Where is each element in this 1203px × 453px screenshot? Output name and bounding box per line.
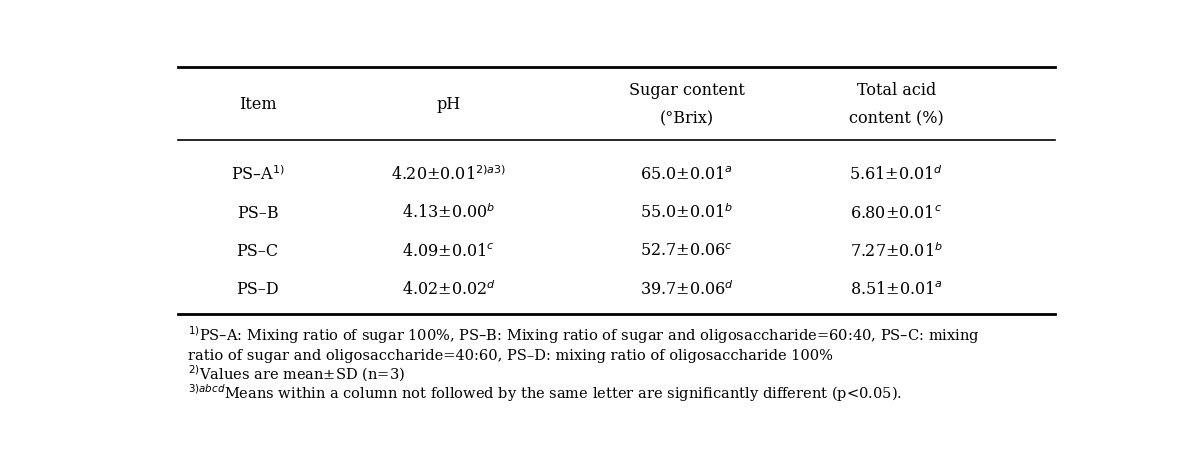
Text: 5.61±0.01$^{d}$: 5.61±0.01$^{d}$	[849, 165, 943, 184]
Text: 7.27±0.01$^{b}$: 7.27±0.01$^{b}$	[849, 242, 943, 261]
Text: $^{1)}$PS–A: Mixing ratio of sugar 100%, PS–B: Mixing ratio of sugar and oligosa: $^{1)}$PS–A: Mixing ratio of sugar 100%,…	[188, 324, 979, 346]
Text: Item: Item	[238, 96, 277, 113]
Text: 4.02±0.02$^{d}$: 4.02±0.02$^{d}$	[402, 280, 496, 299]
Text: Total acid: Total acid	[857, 82, 936, 100]
Text: 4.09±0.01$^{c}$: 4.09±0.01$^{c}$	[402, 243, 496, 260]
Text: PS–A$^{1)}$: PS–A$^{1)}$	[231, 165, 285, 184]
Text: content (%): content (%)	[849, 111, 943, 127]
Text: 65.0±0.01$^{a}$: 65.0±0.01$^{a}$	[640, 166, 733, 183]
Text: Sugar content: Sugar content	[628, 82, 745, 100]
Text: 4.20±0.01$^{2)a3)}$: 4.20±0.01$^{2)a3)}$	[391, 165, 506, 184]
Text: 52.7±0.06$^{c}$: 52.7±0.06$^{c}$	[640, 243, 733, 260]
Text: PS–C: PS–C	[237, 243, 279, 260]
Text: 8.51±0.01$^{a}$: 8.51±0.01$^{a}$	[849, 281, 943, 299]
Text: $^{2)}$Values are mean±SD (n=3): $^{2)}$Values are mean±SD (n=3)	[188, 364, 404, 385]
Text: 55.0±0.01$^{b}$: 55.0±0.01$^{b}$	[640, 204, 733, 222]
Text: ratio of sugar and oligosaccharide=40:60, PS–D: mixing ratio of oligosaccharide : ratio of sugar and oligosaccharide=40:60…	[188, 349, 832, 363]
Text: PS–D: PS–D	[236, 281, 279, 299]
Text: pH: pH	[437, 96, 461, 113]
Text: $^{3)abcd}$Means within a column not followed by the same letter are significant: $^{3)abcd}$Means within a column not fol…	[188, 382, 902, 404]
Text: 4.13±0.00$^{b}$: 4.13±0.00$^{b}$	[402, 204, 496, 222]
Text: PS–B: PS–B	[237, 205, 278, 222]
Text: (°Brix): (°Brix)	[659, 111, 713, 127]
Text: 39.7±0.06$^{d}$: 39.7±0.06$^{d}$	[640, 280, 734, 299]
Text: 6.80±0.01$^{c}$: 6.80±0.01$^{c}$	[851, 205, 942, 222]
